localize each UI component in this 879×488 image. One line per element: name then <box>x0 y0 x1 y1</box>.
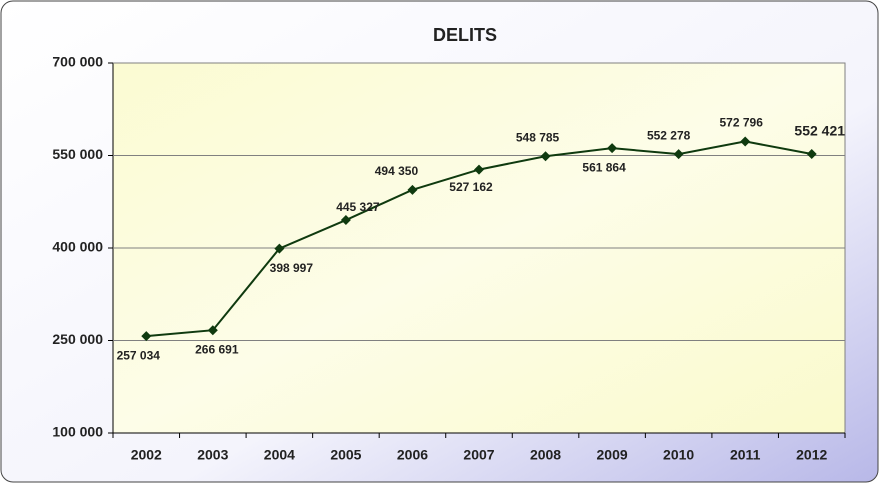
chart-title: DELITS <box>433 25 497 45</box>
x-tick-label: 2012 <box>796 447 827 463</box>
data-label: 552 421 <box>794 123 845 139</box>
marker <box>274 243 285 254</box>
x-tick-label: 2006 <box>397 447 428 463</box>
x-tick-label: 2011 <box>730 447 761 463</box>
x-tick-label: 2003 <box>197 447 228 463</box>
x-tick-label: 2002 <box>131 447 162 463</box>
y-tick-label: 400 000 <box>52 239 103 255</box>
y-tick-label: 100 000 <box>52 424 103 440</box>
x-tick-label: 2008 <box>530 447 561 463</box>
data-label: 572 796 <box>719 116 763 130</box>
y-tick-label: 250 000 <box>52 331 103 347</box>
marker <box>540 151 551 162</box>
data-label: 494 350 <box>375 164 419 178</box>
data-label: 548 785 <box>516 130 560 144</box>
x-tick-label: 2010 <box>663 447 694 463</box>
y-tick-label: 550 000 <box>52 146 103 162</box>
marker <box>141 331 152 342</box>
data-label: 445 327 <box>336 200 380 214</box>
marker <box>673 149 684 160</box>
marker <box>207 325 218 336</box>
y-tick-label: 700 000 <box>52 54 103 70</box>
x-tick-label: 2004 <box>264 447 295 463</box>
data-label: 398 997 <box>270 261 314 275</box>
data-label: 266 691 <box>195 342 239 356</box>
marker <box>340 215 351 226</box>
x-tick-label: 2005 <box>330 447 361 463</box>
marker <box>740 136 751 147</box>
data-label: 527 162 <box>449 180 493 194</box>
marker <box>407 184 418 195</box>
data-label: 552 278 <box>647 128 691 142</box>
x-tick-label: 2007 <box>463 447 494 463</box>
marker <box>474 164 484 175</box>
data-label: 257 034 <box>117 348 161 362</box>
marker <box>806 149 817 160</box>
x-tick-label: 2009 <box>597 447 628 463</box>
marker <box>607 143 618 154</box>
data-label: 561 864 <box>582 160 626 174</box>
